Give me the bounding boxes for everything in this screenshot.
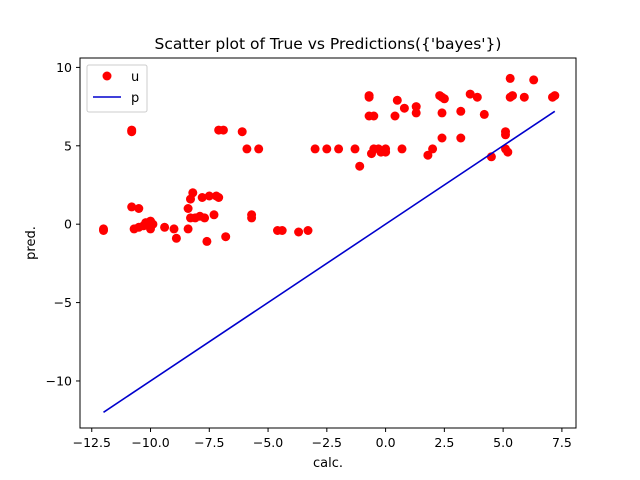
data-point-u-57: [390, 111, 400, 121]
data-point-u-63: [423, 150, 433, 160]
chart-title: Scatter plot of True vs Predictions({'ba…: [155, 35, 502, 53]
data-point-u-40: [294, 227, 304, 237]
data-point-u-69: [437, 133, 447, 143]
data-point-u-56: [381, 147, 391, 157]
y-tick-label: −5: [54, 295, 72, 310]
data-point-u-64: [428, 144, 438, 154]
data-point-u-72: [465, 89, 475, 99]
x-axis-label: calc.: [313, 456, 343, 471]
data-point-u-46: [355, 161, 365, 171]
data-point-u-74: [479, 109, 489, 119]
x-tick-label: 0.0: [376, 435, 396, 450]
legend-box: [86, 64, 148, 113]
data-point-u-23: [200, 213, 210, 223]
data-point-u-50: [369, 111, 379, 121]
data-point-u-37: [247, 213, 257, 223]
data-point-u-82: [508, 91, 517, 101]
data-point-u-13: [160, 222, 170, 232]
x-tick-label: −12.5: [73, 435, 111, 450]
x-tick-label: −7.5: [194, 435, 224, 450]
data-point-u-16: [183, 224, 193, 234]
legend: u p: [86, 64, 148, 113]
data-point-u-29: [202, 236, 212, 246]
x-tick-label: 2.5: [434, 435, 454, 450]
data-point-u-19: [188, 188, 198, 198]
data-point-u-35: [254, 144, 264, 154]
data-point-u-42: [310, 144, 320, 154]
data-point-u-84: [529, 75, 539, 85]
data-point-u-62: [411, 108, 421, 118]
data-point-u-30: [221, 232, 231, 242]
data-point-u-27: [214, 193, 224, 202]
data-point-u-28: [209, 210, 219, 220]
x-tick-label: −10.0: [131, 435, 169, 450]
data-point-u-33: [237, 127, 247, 137]
plot-area-frame: [79, 57, 577, 429]
data-point-u-68: [437, 108, 447, 118]
y-axis-ticks: −10 −5 0 5 10: [46, 60, 80, 388]
data-point-u-32: [218, 125, 228, 135]
y-tick-label: 0: [64, 217, 72, 232]
x-tick-label: −2.5: [312, 435, 342, 450]
data-point-u-61: [411, 102, 421, 112]
data-point-u-58: [392, 95, 402, 105]
data-point-u-39: [277, 226, 287, 235]
data-point-u-83: [519, 92, 529, 102]
legend-label-u: u: [131, 70, 139, 85]
y-axis-label: pred.: [24, 226, 39, 260]
x-tick-label: −5.0: [253, 435, 283, 450]
data-point-u-17: [183, 204, 193, 213]
data-point-u-34: [242, 144, 252, 154]
x-tick-label: 5.0: [493, 435, 513, 450]
data-point-u-73: [472, 92, 482, 102]
legend-marker-u: [102, 71, 112, 81]
data-point-u-80: [505, 73, 515, 83]
data-point-u-1: [99, 226, 108, 235]
data-point-u-43: [322, 144, 332, 154]
data-point-u-59: [397, 144, 407, 154]
y-tick-label: −10: [46, 373, 72, 388]
x-axis-ticks: −12.5 −10.0 −7.5 −5.0 −2.5 0.0 2.5 5.0 7.5: [73, 428, 572, 450]
data-point-u-77: [501, 130, 510, 140]
data-point-u-12: [146, 224, 155, 234]
data-point-u-70: [456, 106, 466, 116]
x-tick-label: 7.5: [552, 435, 572, 450]
data-point-u-25: [204, 191, 214, 201]
data-point-u-14: [169, 224, 179, 234]
data-point-u-41: [303, 226, 313, 235]
data-point-u-86: [550, 91, 560, 101]
data-point-u-67: [439, 94, 449, 104]
data-point-u-15: [171, 233, 181, 243]
data-point-u-4: [127, 202, 137, 212]
data-point-u-44: [334, 144, 344, 154]
data-point-u-3: [127, 127, 137, 137]
data-point-u-71: [456, 133, 466, 143]
data-point-u-48: [364, 91, 374, 101]
data-point-u-45: [350, 144, 360, 154]
legend-label-p: p: [131, 91, 139, 106]
data-point-u-24: [197, 193, 207, 202]
y-tick-label: 10: [56, 60, 72, 75]
data-point-u-79: [503, 147, 513, 157]
data-point-u-60: [399, 103, 409, 113]
plot-marks: [99, 73, 560, 413]
data-point-u-5: [134, 204, 144, 213]
y-tick-label: 5: [64, 138, 72, 153]
series-line-p: [103, 110, 556, 413]
